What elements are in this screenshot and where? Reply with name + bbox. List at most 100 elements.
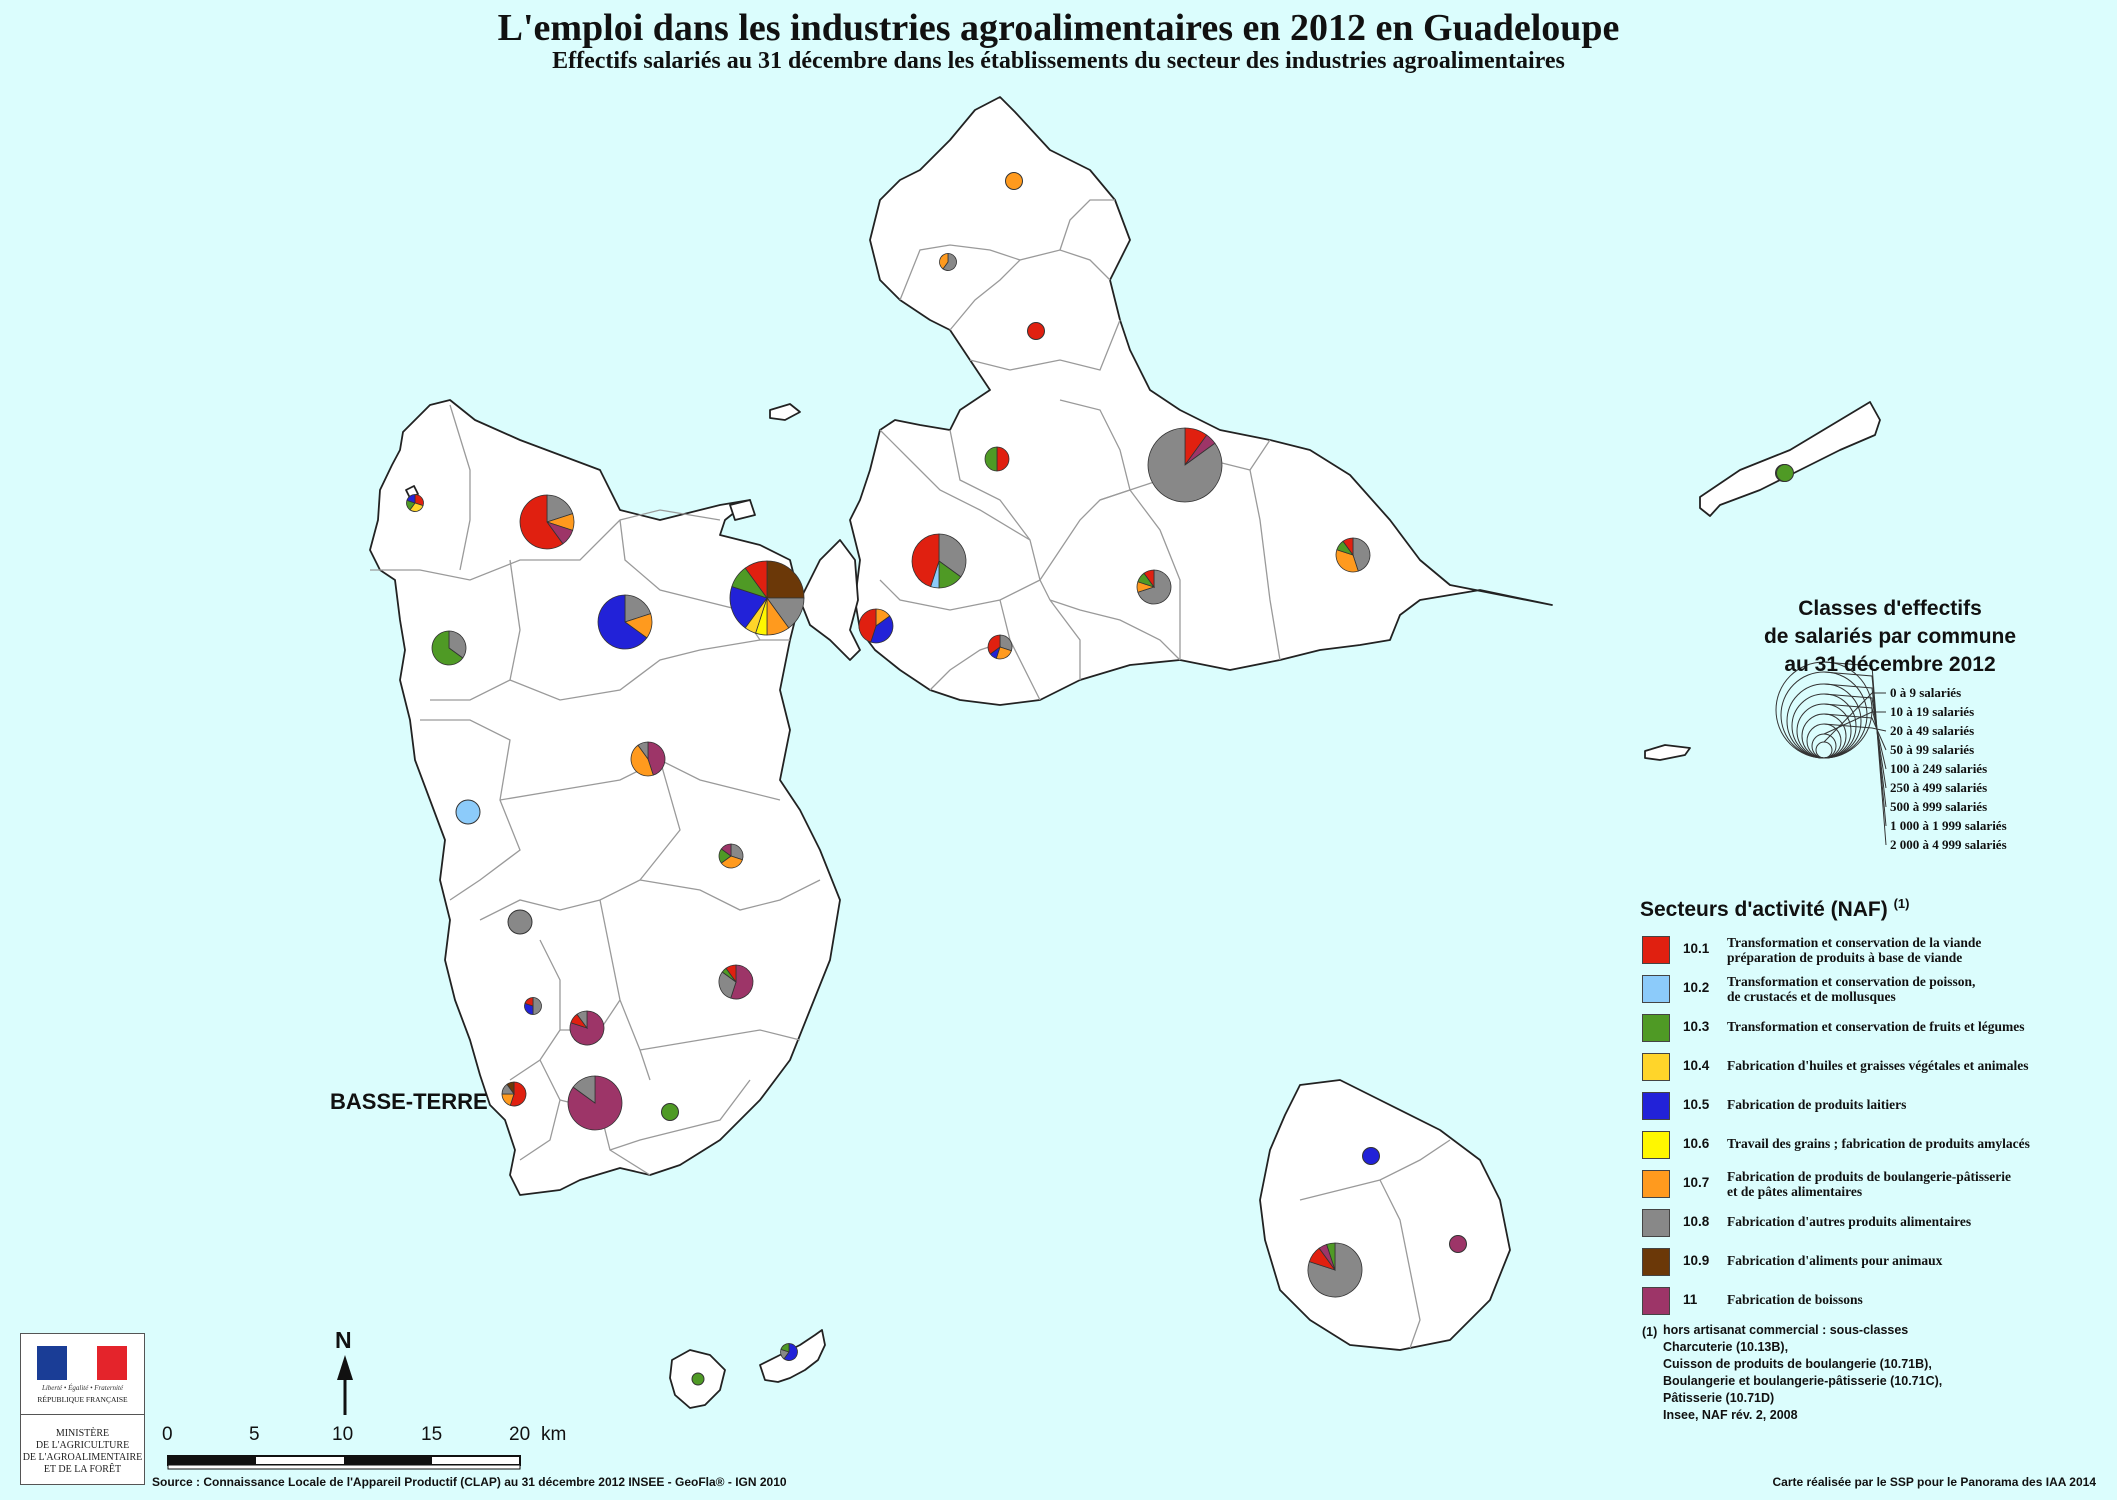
pie-slice xyxy=(1342,537,1354,557)
size-class-label: 250 à 499 salariés xyxy=(1890,780,1988,795)
pie-le-gosier xyxy=(1136,569,1172,605)
islet-petit-cul-de-sac xyxy=(729,499,756,521)
logo-ministry-name: MINISTÈRE DE L'AGRICULTURE DE L'AGROALIM… xyxy=(22,1428,143,1475)
pie-slice xyxy=(720,843,732,857)
sector-swatch xyxy=(1642,975,1670,1003)
island-connector xyxy=(799,539,861,661)
sector-code: 10.2 xyxy=(1683,980,1710,995)
pie-slice xyxy=(1147,427,1223,503)
pie-capesterre-mg xyxy=(1362,1147,1380,1165)
sector-label: Fabrication de boissons xyxy=(1727,1292,1863,1307)
pie-trois-rivieres xyxy=(661,1103,679,1121)
pie-vieux-habitants xyxy=(507,909,533,935)
pie-saint-louis xyxy=(1449,1235,1467,1253)
size-class-label: 1 000 à 1 999 salariés xyxy=(1890,818,2007,833)
pie-slice xyxy=(938,533,967,578)
pie-anse-bertrand xyxy=(1005,172,1023,190)
pie-baie-mahault xyxy=(729,560,805,636)
pie-slice xyxy=(858,608,877,643)
pie-lamentin xyxy=(597,594,653,650)
sector-swatch xyxy=(1642,936,1670,964)
pie-slice xyxy=(1326,1242,1336,1271)
size-legend-leader xyxy=(1823,703,1887,770)
size-class-label: 50 à 99 salariés xyxy=(1890,742,1975,757)
sector-label: Transformation et conservation de la via… xyxy=(1727,935,1982,965)
pie-slice xyxy=(939,253,949,270)
sector-swatch xyxy=(1642,1092,1670,1120)
pie-slice xyxy=(911,533,940,588)
pie-slice xyxy=(576,1010,588,1030)
pie-slice xyxy=(1352,537,1371,572)
map-subtitle: Effectifs salariés au 31 décembre dans l… xyxy=(552,48,1565,74)
sector-label: Fabrication d'autres produits alimentair… xyxy=(1727,1214,1972,1229)
pie-slice xyxy=(532,997,542,1015)
pie-petit-bourg xyxy=(630,741,666,777)
pie-capesterre xyxy=(718,964,754,1000)
basse-terre-label: BASSE-TERRE xyxy=(330,1089,488,1114)
sector-swatch xyxy=(1642,1287,1670,1315)
pie-gourbeyre xyxy=(567,1075,623,1131)
pie-slice xyxy=(725,964,737,984)
pie-slice xyxy=(506,1081,515,1096)
size-class-label: 100 à 249 salariés xyxy=(1890,761,1988,776)
french-flag-icon xyxy=(37,1346,127,1380)
pie-slice xyxy=(1005,172,1023,190)
pie-slice xyxy=(780,1343,790,1353)
pie-slice xyxy=(661,1103,679,1121)
pie-baillif xyxy=(524,997,542,1015)
scale-tick-20: 20 xyxy=(509,1424,531,1445)
north-label: N xyxy=(335,1327,352,1353)
pie-slice xyxy=(431,630,464,666)
sector-code: 10.7 xyxy=(1683,1175,1710,1190)
footnote-line: hors artisanat commercial : sous-classes xyxy=(1663,1323,1909,1337)
pie-slice xyxy=(1362,1147,1380,1165)
sector-code: 10.4 xyxy=(1683,1058,1710,1073)
pie-grand-bourg xyxy=(1307,1242,1363,1298)
pie-sainte-rose xyxy=(519,494,575,550)
source-note: Source : Connaissance Locale de l'Appare… xyxy=(152,1475,787,1489)
sector-swatch xyxy=(1642,1209,1670,1237)
island-la-desirade xyxy=(1699,401,1881,517)
pie-slice xyxy=(1143,569,1155,589)
sector-label: Fabrication d'huiles et graisses végétal… xyxy=(1727,1058,2029,1073)
pie-slice xyxy=(996,446,1010,472)
north-arrow xyxy=(337,1355,353,1415)
pie-petit-canal xyxy=(1027,322,1045,340)
sector-label: Transformation et conservation de poisso… xyxy=(1727,974,1976,1004)
ministry-logo: Liberté • Égalité • Fraternité RÉPUBLIQU… xyxy=(20,1333,145,1485)
island-marie-galante xyxy=(1259,1079,1511,1351)
island-petite-terre xyxy=(1644,744,1691,761)
size-legend-leader xyxy=(1823,683,1887,808)
sector-legend-title-note: (1) xyxy=(1893,896,1910,911)
size-legend-leaders xyxy=(1823,661,1887,846)
pie-goyave xyxy=(718,843,744,869)
sector-swatch xyxy=(1642,1248,1670,1276)
pie-saint-claude xyxy=(569,1010,605,1046)
pie-les-abymes xyxy=(911,533,967,589)
size-legend-leader xyxy=(1823,713,1887,751)
size-legend-title-line: de salariés par commune xyxy=(1763,625,2017,648)
footnote-mark: (1) xyxy=(1642,1325,1658,1339)
pie-la-desirade xyxy=(1776,464,1794,482)
sector-swatch xyxy=(1642,1131,1670,1159)
pie-charts xyxy=(406,172,1794,1386)
pie-slice xyxy=(729,586,768,629)
island-outlines xyxy=(369,96,1881,1409)
pie-slice xyxy=(766,560,805,599)
pie-slice xyxy=(1027,322,1045,340)
sector-code: 10.5 xyxy=(1683,1097,1710,1112)
sector-code: 10.3 xyxy=(1683,1019,1710,1034)
logo-republic: RÉPUBLIQUE FRANÇAISE xyxy=(37,1395,128,1404)
pie-pointe-noire xyxy=(431,630,467,666)
pie-morne-a-leau xyxy=(984,446,1010,472)
scale-unit: km xyxy=(541,1424,567,1445)
pie-slice xyxy=(691,1372,705,1386)
sector-code: 10.6 xyxy=(1683,1136,1710,1151)
pie-slice xyxy=(987,634,1001,655)
pie-slice xyxy=(448,630,467,659)
size-legend-classes: 0 à 9 salariés 10 à 19 salariés 20 à 49 … xyxy=(1890,683,2007,854)
size-legend-title: Classes d'effectifs de salariés par comm… xyxy=(1700,595,2080,679)
pie-le-moule xyxy=(1147,427,1223,503)
credit-note: Carte réalisée par le SSP pour le Panora… xyxy=(1772,1475,2097,1489)
